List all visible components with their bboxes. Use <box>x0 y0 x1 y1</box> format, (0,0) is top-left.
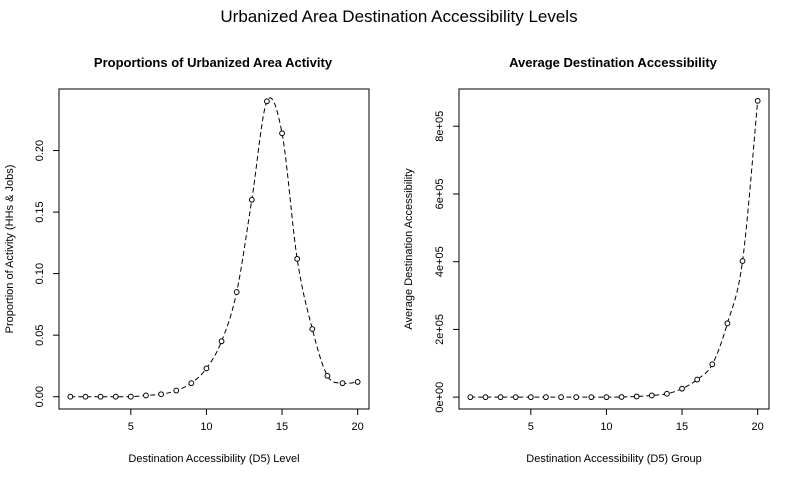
right-y-axis: 0e+00 2e+05 4e+05 6e+05 8e+05 <box>434 111 459 413</box>
left-y-tick-label: 0.20 <box>34 140 46 161</box>
right-plot-frame <box>458 88 770 410</box>
left-x-tick-label: 5 <box>128 421 134 433</box>
left-data-point <box>143 392 149 399</box>
left-y-tick-label: 0.00 <box>34 386 46 407</box>
left-data-point <box>218 338 225 345</box>
left-data-point <box>324 372 331 379</box>
left-data-point <box>112 393 119 400</box>
left-data-point <box>309 326 316 332</box>
right-x-axis-label: Destination Accessibility (D5) Group <box>526 453 701 465</box>
right-data-point <box>512 394 519 401</box>
right-data-point <box>633 393 640 400</box>
left-y-tick-label: 0.05 <box>34 324 46 345</box>
left-data-point <box>188 380 195 387</box>
right-x-axis: 5 10 15 20 <box>528 409 764 433</box>
right-data-point <box>497 394 504 401</box>
right-y-tick-label: 2e+05 <box>434 314 446 345</box>
left-data-point <box>279 130 285 137</box>
left-series-line <box>70 97 358 398</box>
right-x-tick-label: 10 <box>600 421 612 433</box>
right-data-point <box>603 394 610 401</box>
right-data-point <box>527 394 534 401</box>
right-x-tick-label: 20 <box>752 421 764 433</box>
left-series-points <box>67 98 361 400</box>
left-x-axis-label: Destination Accessibility (D5) Level <box>128 453 299 465</box>
right-y-tick-label: 0e+00 <box>434 382 446 413</box>
left-data-point <box>248 196 255 203</box>
left-panel-title: Proportions of Urbanized Area Activity <box>94 55 333 70</box>
left-data-point <box>264 98 270 105</box>
right-y-tick-label: 6e+05 <box>434 179 446 210</box>
figure-title: Urbanized Area Destination Accessibility… <box>220 7 577 26</box>
left-x-tick-label: 10 <box>200 421 212 433</box>
left-panel: Proportions of Urbanized Area Activity 5… <box>4 55 370 465</box>
left-data-point <box>233 289 240 295</box>
left-y-axis-label: Proportion of Activity (HHs & Jobs) <box>4 165 16 334</box>
right-x-tick-label: 15 <box>676 421 688 433</box>
left-y-axis: 0.00 0.05 0.10 0.15 0.20 <box>34 140 59 407</box>
right-data-point <box>709 361 716 368</box>
right-panel: Average Destination Accessibility 5 10 15 2… <box>403 55 770 465</box>
right-panel-title: Average Destination Accessibility <box>509 55 718 70</box>
right-data-point <box>618 394 625 400</box>
right-data-point <box>558 394 564 401</box>
left-data-point <box>97 393 104 400</box>
left-y-tick-label: 0.10 <box>34 263 46 284</box>
left-data-point <box>203 365 210 372</box>
right-series-line <box>470 100 759 398</box>
right-data-point <box>754 97 761 104</box>
right-data-point <box>664 390 670 397</box>
right-data-point <box>543 394 549 401</box>
right-data-point <box>467 394 474 401</box>
right-data-point <box>588 394 595 401</box>
left-data-point <box>339 380 346 387</box>
left-y-tick-label: 0.15 <box>34 201 46 222</box>
right-series-points <box>467 97 761 401</box>
right-data-point <box>648 392 655 399</box>
left-data-point <box>354 379 361 385</box>
left-x-tick-label: 15 <box>276 421 288 433</box>
right-y-tick-label: 8e+05 <box>434 111 446 142</box>
left-plot-frame <box>58 88 370 410</box>
right-data-point <box>679 385 685 392</box>
right-data-point <box>724 320 731 327</box>
left-data-point <box>173 387 180 394</box>
right-data-point <box>694 376 701 383</box>
left-x-tick-label: 20 <box>352 421 364 433</box>
left-data-point <box>67 393 74 400</box>
left-data-point <box>127 393 134 400</box>
left-data-point <box>82 393 89 400</box>
left-x-axis: 5 10 15 20 <box>128 409 364 433</box>
right-y-tick-label: 4e+05 <box>434 246 446 277</box>
left-data-point <box>158 391 164 398</box>
right-y-axis-label: Average Destination Accessibility <box>403 168 415 330</box>
right-data-point <box>739 258 746 264</box>
right-data-point <box>482 394 489 401</box>
right-x-tick-label: 5 <box>528 421 534 433</box>
left-data-point <box>294 255 301 262</box>
right-data-point <box>573 394 580 401</box>
